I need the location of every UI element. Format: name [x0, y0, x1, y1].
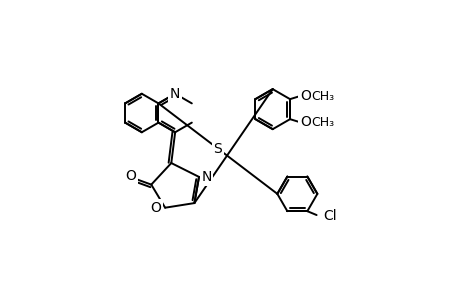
Text: O: O [299, 115, 310, 129]
Text: Cl: Cl [322, 209, 336, 223]
Text: N: N [169, 87, 180, 101]
Text: O: O [299, 89, 310, 103]
Text: N: N [201, 170, 211, 184]
Text: O: O [150, 201, 161, 215]
Text: O: O [125, 169, 135, 183]
Text: CH₃: CH₃ [311, 90, 334, 103]
Text: CH₃: CH₃ [311, 116, 334, 129]
Text: S: S [213, 142, 222, 156]
